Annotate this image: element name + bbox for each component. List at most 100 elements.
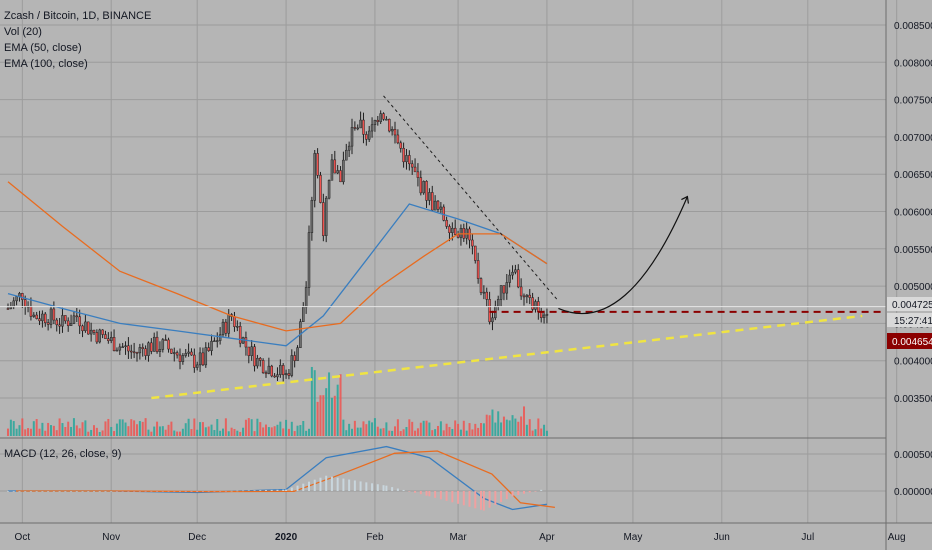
- volume-bar: [224, 418, 227, 436]
- ema100-label: EMA (100, close): [4, 58, 88, 70]
- volume-bar: [101, 430, 104, 436]
- candle-body: [542, 314, 546, 318]
- candle-body: [58, 324, 61, 327]
- volume-bar: [161, 426, 164, 436]
- time-axis[interactable]: Oct Nov Dec 2020 Feb Mar Apr May Jun Jul Aug: [15, 532, 906, 543]
- volume-bar: [121, 419, 124, 436]
- macd-histogram-bar: [290, 487, 293, 491]
- candle-body: [281, 365, 285, 376]
- volume-bar: [270, 427, 273, 436]
- volume-bar: [485, 414, 488, 436]
- projection-arc: [558, 196, 688, 315]
- macd-histogram-bar: [196, 491, 199, 492]
- candle-body: [339, 170, 342, 183]
- candle-body: [173, 352, 176, 354]
- volume-bar: [523, 406, 525, 436]
- volume-bar: [296, 425, 299, 436]
- volume-bar: [204, 427, 207, 436]
- volume-bar: [477, 427, 480, 436]
- macd-histogram-bar: [156, 491, 159, 492]
- volume-bar: [362, 421, 365, 436]
- candle-body: [132, 351, 136, 354]
- candle-body: [333, 159, 337, 174]
- macd-histogram-bar: [353, 480, 356, 491]
- macd-pane: [0, 445, 886, 511]
- macd-histogram-bar: [167, 491, 170, 492]
- candle-body: [491, 317, 494, 323]
- macd-tick-label: 0.000000: [894, 487, 932, 498]
- macd-histogram-bar: [265, 490, 267, 491]
- volume-bar: [273, 426, 276, 436]
- candle-body: [181, 355, 185, 362]
- macd-histogram-bar: [138, 491, 141, 492]
- candle-body: [451, 227, 454, 233]
- volume-bar: [445, 423, 448, 436]
- macd-histogram-bar: [330, 476, 333, 491]
- volume-bar: [61, 423, 64, 436]
- volume-bar: [27, 428, 30, 436]
- volume-bar: [431, 430, 434, 436]
- volume-bar: [216, 419, 219, 436]
- volume-bar: [127, 426, 130, 436]
- candle-body: [385, 118, 388, 121]
- volume-bar: [276, 424, 279, 436]
- svg-text:0.004654: 0.004654: [892, 337, 932, 348]
- volume-bar: [394, 426, 396, 436]
- candle-body: [21, 293, 24, 300]
- volume-bar: [167, 424, 170, 436]
- candle-body: [44, 313, 47, 323]
- macd-histogram-bar: [179, 491, 181, 492]
- volume-bar: [58, 418, 61, 436]
- candle-body: [236, 326, 239, 328]
- volume-bar: [256, 418, 259, 436]
- candle-body: [98, 329, 101, 343]
- volume-bar: [319, 395, 322, 436]
- candle-body: [118, 346, 122, 351]
- price-tick-label: 0.008000: [894, 58, 932, 69]
- macd-histogram-bar: [376, 484, 379, 491]
- candle-body: [121, 346, 124, 348]
- candle-body: [425, 181, 428, 201]
- volume-bar: [313, 370, 316, 436]
- volume-bar: [531, 430, 534, 436]
- volume-bar: [233, 428, 236, 436]
- candle-body: [55, 319, 58, 326]
- volume-bar: [488, 415, 491, 436]
- candle-body: [213, 340, 216, 342]
- candle-body: [109, 337, 113, 341]
- volume-bar: [376, 426, 379, 436]
- candle-body: [276, 374, 279, 378]
- candle-body: [345, 149, 348, 161]
- volume-bar: [259, 422, 262, 436]
- ema-lines: [7, 181, 548, 347]
- macd-histogram-bar: [408, 491, 411, 492]
- time-tick-label: Dec: [188, 532, 206, 543]
- candle-body: [158, 349, 162, 352]
- volume-bar: [368, 420, 371, 436]
- price-tick-label: 0.005500: [894, 245, 932, 256]
- volume-bar: [193, 418, 196, 436]
- volume-bar: [457, 423, 460, 436]
- volume-bar: [391, 430, 394, 436]
- candle-body: [112, 337, 116, 351]
- candle-body: [476, 260, 480, 279]
- candle-body: [534, 301, 537, 310]
- candle-body: [130, 350, 133, 353]
- volume-bar: [262, 427, 265, 436]
- volume-bar: [115, 423, 118, 436]
- candle-body: [324, 197, 328, 236]
- macd-histogram-bar: [308, 481, 310, 491]
- volume-bar: [242, 427, 245, 436]
- macd-histogram-bar: [144, 491, 147, 492]
- candle-body: [290, 355, 294, 376]
- candle-body: [511, 271, 514, 276]
- volume-bar: [511, 415, 514, 436]
- volume-bar: [517, 421, 520, 436]
- svg-text:15:27:41: 15:27:41: [894, 316, 932, 327]
- candle-body: [379, 113, 382, 122]
- candle-body: [545, 314, 549, 316]
- time-tick-label: Jun: [714, 532, 730, 543]
- price-tick-label: 0.004000: [894, 357, 932, 368]
- candle-body: [201, 352, 205, 366]
- volume-bar: [24, 429, 27, 436]
